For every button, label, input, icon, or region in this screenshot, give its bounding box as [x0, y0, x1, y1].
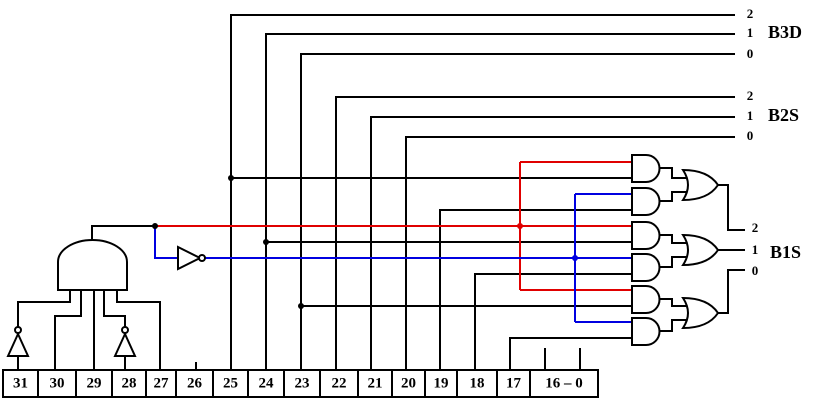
- and-gate: [631, 253, 661, 282]
- field-label: 17: [506, 375, 522, 391]
- register-field: [247, 369, 285, 398]
- register-field: [391, 369, 426, 398]
- register-field: [319, 369, 359, 398]
- register-field: [283, 369, 321, 398]
- dots: [152, 175, 578, 309]
- bus-name: B1S: [770, 242, 801, 262]
- and-gate: [631, 221, 661, 250]
- bit-label: 2: [747, 88, 754, 103]
- register-field: [2, 369, 39, 398]
- register-field: [75, 369, 113, 398]
- field-label: 23: [295, 375, 310, 391]
- field-label: 29: [87, 375, 102, 391]
- field-label: 22: [332, 375, 347, 391]
- bit-label: 2: [747, 6, 754, 21]
- register-field: [175, 369, 214, 398]
- field-label: 25: [223, 375, 238, 391]
- bus-name: B3D: [768, 22, 802, 42]
- register-field: [145, 369, 177, 398]
- bit-label: 0: [747, 128, 754, 143]
- bit-label: 2: [752, 220, 759, 235]
- register-field: [456, 369, 498, 398]
- blue-wire: [154, 193, 632, 323]
- gates: [6, 154, 720, 357]
- field-label: 21: [368, 375, 383, 391]
- bit-label: 1: [747, 108, 754, 123]
- field-label: 28: [122, 375, 137, 391]
- and-gate: [631, 285, 661, 314]
- and-gate: [631, 154, 661, 183]
- field-label: 26: [187, 375, 203, 391]
- field-label: 27: [154, 375, 170, 391]
- field-label: 24: [259, 375, 275, 391]
- red-wire: [155, 161, 632, 291]
- register-field: [212, 369, 249, 398]
- bit-label: 1: [752, 242, 759, 257]
- register-field: [424, 369, 458, 398]
- register-field: [529, 369, 599, 398]
- field-label: 16 – 0: [545, 375, 583, 391]
- field-label: 18: [470, 375, 485, 391]
- bus-name: B2S: [768, 105, 799, 125]
- bit-label: 0: [752, 263, 759, 278]
- wires: [17, 14, 745, 370]
- and-gate: [631, 317, 661, 346]
- register-field: [357, 369, 393, 398]
- field-label: 20: [401, 375, 416, 391]
- and-gate: [631, 187, 661, 216]
- field-label: 31: [13, 375, 28, 391]
- bit-label: 0: [747, 46, 754, 61]
- bit-label: 1: [747, 25, 754, 40]
- field-label: 19: [434, 375, 449, 391]
- field-label: 30: [50, 375, 65, 391]
